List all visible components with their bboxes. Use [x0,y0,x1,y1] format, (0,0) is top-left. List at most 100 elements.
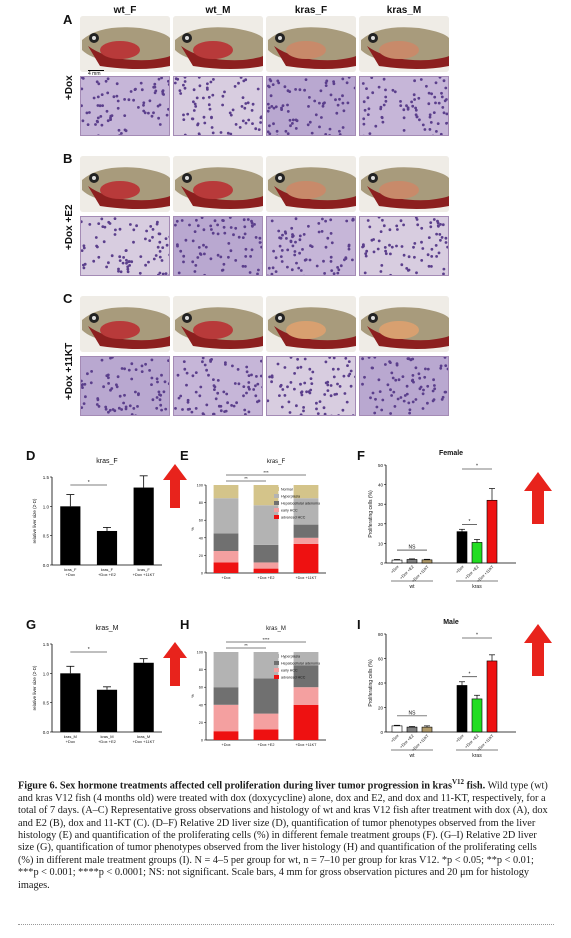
bar [133,487,154,565]
panel-letter-g: G [26,617,37,632]
histology-image [359,75,451,138]
stacked-bar-segment [213,687,239,705]
y-tick-label: 0 [201,739,203,743]
panel-letter-h: H [180,617,190,632]
x-tick-label: +Dox +E2 [258,743,275,747]
chart-title: kras_F [267,459,286,465]
x-tick-label: +Dox +E2 [258,576,275,580]
x-tick-label: +Dox [389,564,399,574]
stacked-bar-segment [293,704,319,740]
caption-title: Figure 6. Sex hormone treatments affecte… [18,780,452,792]
y-axis-label: Proliferating cells (%) [368,490,374,538]
x-tick-label: +Dox +E2 [98,739,117,744]
stacked-bar-segment [213,485,239,499]
stacked-bar-segment [293,537,319,544]
chart-h: kras_M 0 20 40 60 80 100% +Dox +Dox +E2 +Dox +11K… [190,626,326,747]
bar [471,698,483,733]
legend-swatch [274,487,279,491]
legend-swatch [274,661,279,665]
stacked-bar-segment [213,731,239,740]
y-tick-label: 0 [201,572,203,576]
y-tick-label: 40 [378,681,384,686]
significance-label: ** [244,476,248,481]
chart-e: kras_F 0 20 40 60 80 100% +Dox +Dox +E2 +Dox +11K… [190,459,326,580]
bar [60,506,81,565]
significance-label: * [469,671,471,677]
y-tick-label: 30 [378,502,384,507]
bar [471,542,483,564]
y-tick-label: 20 [378,706,384,711]
bar [486,499,498,564]
bar [96,530,118,565]
fish-photo [173,16,263,72]
legend-label: Hyperplasia [281,655,300,659]
bar [96,689,118,732]
bar [133,662,154,732]
x-tick-label: +Dox [222,743,231,747]
row-label-dox-e2: +Dox +E2 [64,204,75,250]
bar [406,726,418,733]
fish-photo [80,296,170,352]
significance-label: **** [262,637,269,642]
stacked-bar-segment [253,485,279,506]
y-tick-label: 50 [378,463,384,468]
panel-letter-b: B [63,151,73,166]
bar [456,685,468,733]
legend-label: Hepatocellular adenoma [281,662,320,666]
y-axis-label: relative liver size (2-D) [32,498,37,543]
y-tick-label: 60 [199,519,203,523]
y-axis-label: % [190,694,195,698]
histology-image [79,216,172,278]
scale-bar-label: 4 mm [88,71,101,77]
x-tick-label: kras_F [138,567,151,572]
bar [421,726,433,733]
histology-image [359,215,451,277]
y-tick-label: 80 [199,668,203,672]
x-tick-label: +Dox +11KT [133,572,156,577]
y-tick-label: 1.5 [43,642,50,647]
y-tick-label: 80 [199,501,203,505]
bar [391,559,403,564]
histology-image [266,75,357,138]
y-tick-label: 0.0 [43,730,50,735]
legend-label: advanced HCC [281,676,306,680]
x-tick-label: kras_F [64,567,77,572]
group-label: wt [410,753,416,759]
caption-body: Wild type (wt) and kras V12 fish (4 mont… [18,780,548,891]
x-tick-label: +Dox [389,733,399,743]
red-up-arrow-f [524,472,552,524]
legend-label: early HCC [281,509,298,513]
chart-title: Male [443,619,459,626]
bar [421,559,433,564]
stacked-bar-segment [293,524,319,538]
x-tick-label: kras_M [137,734,150,739]
chart-f: Female 0 10 20 30 40 50 Proliferating cells (%)… [368,450,516,590]
histology-image [359,355,450,416]
fish-photo [359,16,449,72]
fish-photo [173,156,263,212]
panel-letter-c: C [63,291,73,306]
legend-label: advanced HCC [281,516,306,520]
fish-photo [80,156,170,212]
significance-label: * [88,480,90,486]
fish-photo [266,156,356,212]
panel-letter-d: D [26,448,36,463]
y-tick-label: 1.0 [43,504,50,509]
y-tick-label: 0.5 [43,701,50,706]
legend-swatch [274,654,279,658]
red-up-arrow-g [163,642,187,686]
y-tick-label: 0.0 [43,563,50,568]
stacked-bar-segment [253,544,279,563]
y-tick-label: 60 [199,686,203,690]
chart-d: kras_F 0.0 0.5 1.0 1.5 relative liver size (2… [32,458,162,577]
y-axis-label: % [190,527,195,531]
column-header-wt-f: wt_F [113,5,137,16]
y-tick-label: 20 [378,522,384,527]
stacked-bar-segment [293,498,319,525]
legend-swatch [274,675,279,679]
row-label-dox: +Dox [64,75,75,100]
chart-g: kras_M 0.0 0.5 1.0 1.5 relative liver size (2… [32,625,162,744]
y-tick-label: 20 [199,554,203,558]
panel-letter-a: A [63,12,73,27]
panel-letter-e: E [180,448,189,463]
